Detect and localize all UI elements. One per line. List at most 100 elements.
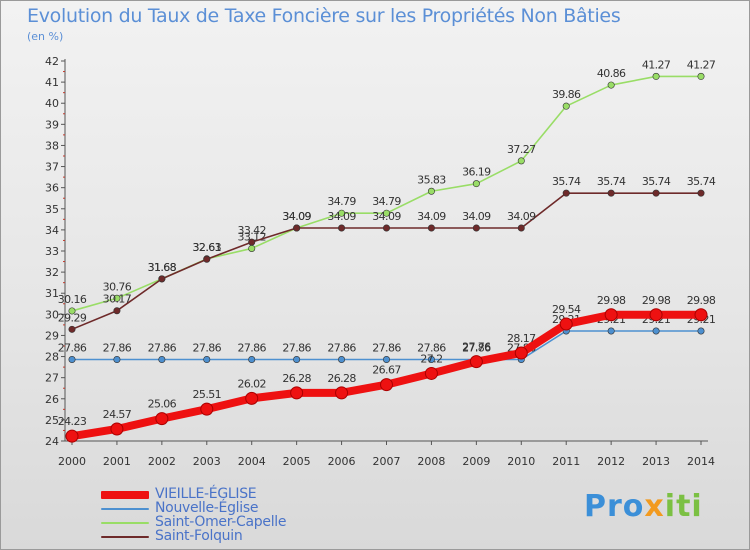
data-point xyxy=(382,209,390,217)
x-tick-label: 2011 xyxy=(552,455,580,468)
y-tick-label: 42 xyxy=(45,55,59,68)
data-label: 35.83 xyxy=(417,173,446,186)
data-label: 25.51 xyxy=(193,388,222,401)
data-point xyxy=(338,356,346,364)
data-point xyxy=(248,244,256,252)
data-label: 26.28 xyxy=(282,372,311,385)
y-tick-label: 40 xyxy=(45,97,59,110)
y-tick-label: 32 xyxy=(45,266,59,279)
data-label: 32.61 xyxy=(193,241,222,254)
proxiti-logo: Proxiti xyxy=(584,489,703,524)
data-point xyxy=(68,356,76,364)
data-point xyxy=(469,355,483,369)
data-label: 30.76 xyxy=(103,280,132,293)
legend-swatch xyxy=(101,491,149,499)
data-label: 27.86 xyxy=(282,342,311,355)
legend-swatch xyxy=(101,536,149,538)
x-tick-label: 2006 xyxy=(328,455,356,468)
data-label: 35.74 xyxy=(597,175,626,188)
data-label: 28.17 xyxy=(507,332,536,345)
data-label: 24.57 xyxy=(103,408,132,421)
y-tick-label: 35 xyxy=(45,203,59,216)
data-label: 34.09 xyxy=(417,210,446,223)
data-point xyxy=(649,308,663,322)
x-tick-label: 2002 xyxy=(148,455,176,468)
data-point xyxy=(113,356,121,364)
data-point xyxy=(248,356,256,364)
x-tick-label: 2014 xyxy=(687,455,715,468)
data-point xyxy=(424,366,438,380)
data-label: 34.09 xyxy=(507,210,536,223)
y-tick-label: 29 xyxy=(45,329,59,342)
data-point xyxy=(338,224,346,232)
y-tick-label: 26 xyxy=(45,393,59,406)
data-point xyxy=(155,412,169,426)
data-point xyxy=(203,356,211,364)
data-label: 35.74 xyxy=(687,175,716,188)
data-point xyxy=(113,294,121,302)
data-point xyxy=(697,327,705,335)
data-point xyxy=(335,386,349,400)
data-label: 41.27 xyxy=(687,58,716,71)
data-label: 35.74 xyxy=(642,175,671,188)
chart-title: Evolution du Taux de Taxe Foncière sur l… xyxy=(27,5,621,27)
y-tick-label: 24 xyxy=(45,435,59,448)
data-point xyxy=(290,386,304,400)
y-tick-label: 34 xyxy=(45,224,59,237)
data-point xyxy=(68,307,76,315)
y-tick-label: 31 xyxy=(45,287,59,300)
x-tick-label: 2007 xyxy=(373,455,401,468)
data-label: 27.86 xyxy=(193,342,222,355)
data-point xyxy=(607,189,615,197)
data-label: 30.17 xyxy=(103,293,132,306)
data-label: 27.86 xyxy=(237,342,266,355)
data-label: 27.2 xyxy=(420,352,442,365)
data-point xyxy=(562,189,570,197)
y-tick-label: 28 xyxy=(45,351,59,364)
y-tick-label: 41 xyxy=(45,76,59,89)
data-point xyxy=(382,224,390,232)
data-point xyxy=(203,255,211,263)
data-label: 27.86 xyxy=(58,342,87,355)
data-point xyxy=(697,189,705,197)
data-point xyxy=(65,429,79,443)
y-tick-label: 38 xyxy=(45,139,59,152)
legend-swatch xyxy=(101,508,149,510)
y-tick-label: 25 xyxy=(45,414,59,427)
data-point xyxy=(559,317,573,331)
data-point xyxy=(248,238,256,246)
x-tick-label: 2004 xyxy=(238,455,266,468)
x-tick-label: 2008 xyxy=(417,455,445,468)
data-point xyxy=(293,224,301,232)
data-point xyxy=(113,307,121,315)
data-label: 34.79 xyxy=(372,195,401,208)
x-tick-label: 2013 xyxy=(642,455,670,468)
data-point xyxy=(110,422,124,436)
data-label: 29.29 xyxy=(58,311,87,324)
data-label: 25.06 xyxy=(148,398,177,411)
legend-swatch xyxy=(101,522,149,524)
data-point xyxy=(604,308,618,322)
data-label: 34.09 xyxy=(282,210,311,223)
data-label: 30.16 xyxy=(58,293,87,306)
data-point xyxy=(652,327,660,335)
x-tick-label: 2010 xyxy=(507,455,535,468)
data-point xyxy=(652,72,660,80)
data-point xyxy=(562,102,570,110)
data-label: 26.28 xyxy=(327,372,356,385)
data-label: 27.86 xyxy=(372,342,401,355)
data-point xyxy=(338,209,346,217)
data-point xyxy=(380,378,393,392)
data-label: 31.68 xyxy=(148,261,177,274)
data-point xyxy=(472,180,480,188)
data-label: 27.76 xyxy=(462,341,491,354)
x-tick-label: 2003 xyxy=(193,455,221,468)
data-label: 37.27 xyxy=(507,143,536,156)
data-label: 34.09 xyxy=(462,210,491,223)
data-label: 27.86 xyxy=(148,342,177,355)
legend-label: VIEILLE-ÉGLISE xyxy=(155,486,257,502)
data-point xyxy=(517,157,525,165)
y-axis-unit-label: (en %) xyxy=(27,30,64,43)
data-label: 26.02 xyxy=(237,377,266,390)
data-label: 34.09 xyxy=(282,210,311,223)
